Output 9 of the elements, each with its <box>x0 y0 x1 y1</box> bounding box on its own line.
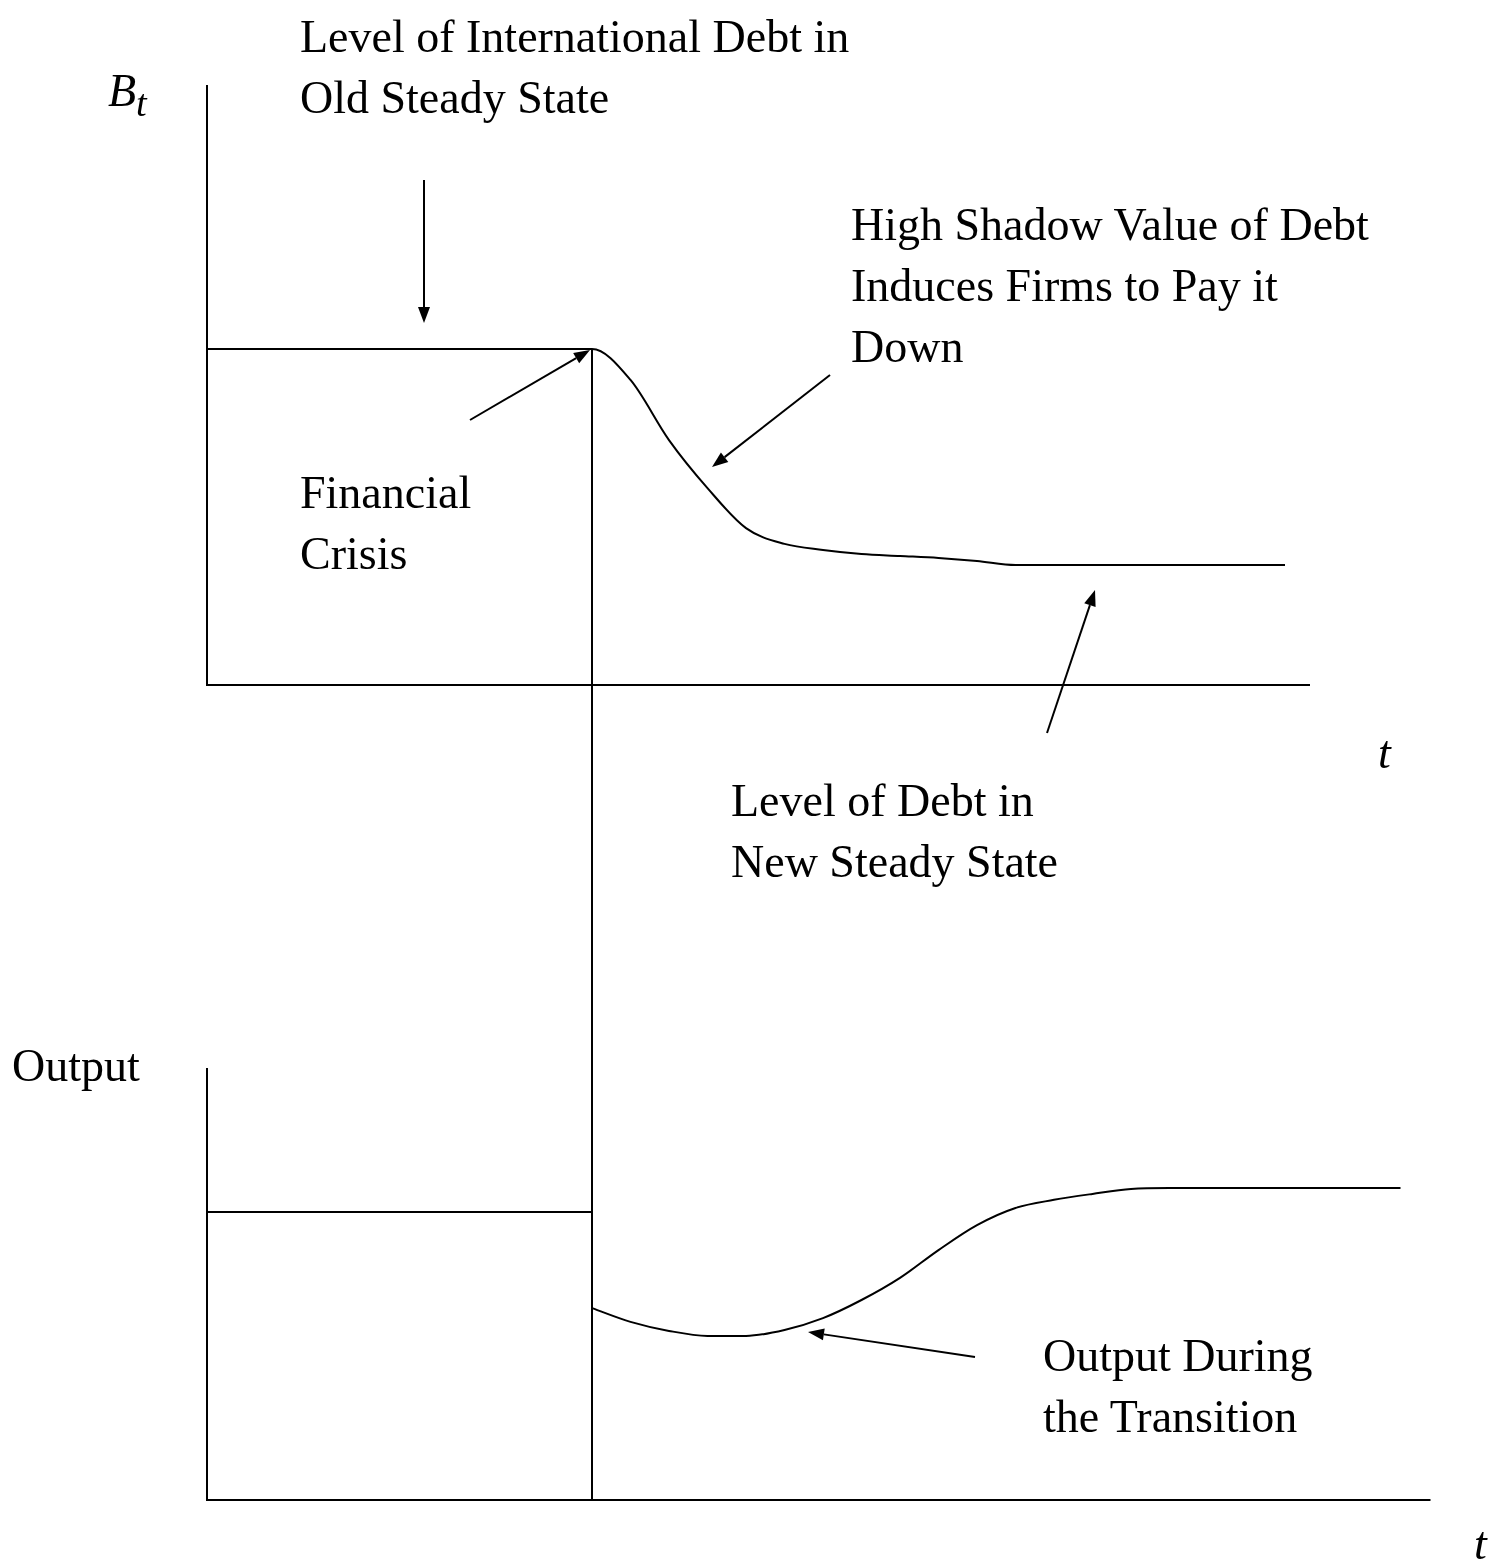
y-axis-title: Output <box>12 1039 140 1093</box>
annotation: Financial Crisis <box>300 466 473 581</box>
x-axis-title: t <box>1378 726 1391 780</box>
y-axis-title: B$_{t}$ <box>108 64 147 127</box>
text: Level of Debt in New Steady State <box>731 774 1060 889</box>
annotation: Output During the Transition <box>1043 1329 1314 1444</box>
annotation: High Shadow Value of Debt Induces Firms to Pay it Down <box>851 198 1370 374</box>
text: Level of International Debt in Old Steady State <box>300 10 851 125</box>
x-axis-title: t <box>1474 1517 1487 1560</box>
